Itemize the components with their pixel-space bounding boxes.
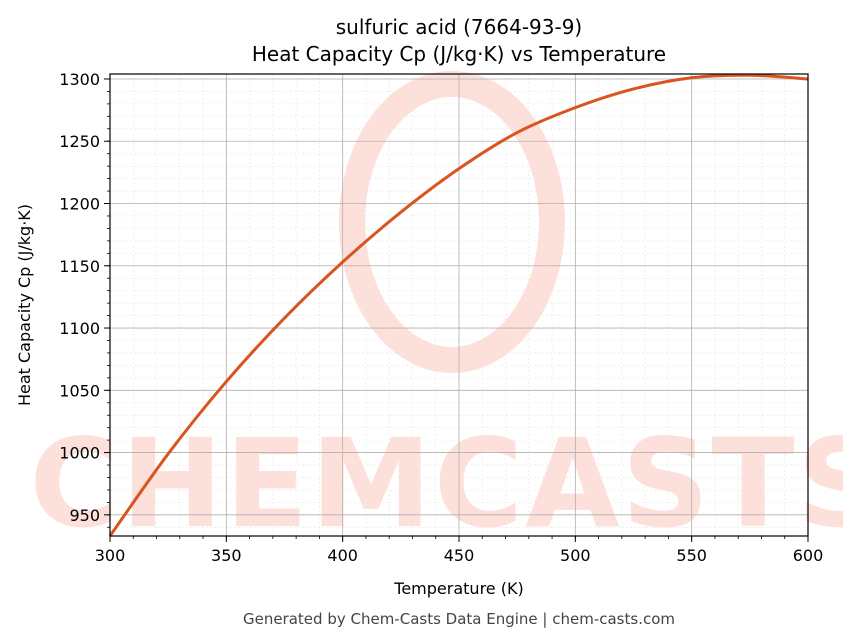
y-tick-label: 950 [69,506,100,525]
x-tick-label: 300 [95,546,126,565]
y-tick-label: 1150 [59,257,100,276]
footer-credit: Generated by Chem-Casts Data Engine | ch… [243,610,675,628]
chart-title-line1: sulfuric acid (7664-93-9) [336,15,582,39]
x-tick-label: 400 [327,546,358,565]
x-axis-label: Temperature (K) [393,579,523,598]
watermark: CHEMCASTS [29,71,843,555]
x-tick-label: 450 [444,546,475,565]
x-tick-label: 550 [676,546,707,565]
x-tick-label: 350 [211,546,242,565]
x-tick-label: 600 [793,546,824,565]
y-tick-label: 1100 [59,319,100,338]
series-line-cp [108,73,809,537]
series-layer [108,73,809,537]
watermark-text: CHEMCASTS [29,413,843,555]
y-tick-label: 1200 [59,195,100,214]
chart-title-line2: Heat Capacity Cp (J/kg·K) vs Temperature [252,42,666,66]
y-axis-ticks: 950 1000 1050 1100 1150 1200 1250 1300 [59,70,110,528]
y-tick-label: 1300 [59,70,100,89]
x-tick-label: 500 [560,546,591,565]
y-tick-label: 1000 [59,444,100,463]
y-axis-label: Heat Capacity Cp (J/kg·K) [15,204,34,406]
y-tick-label: 1250 [59,132,100,151]
watermark-logo-ring [339,71,565,373]
y-tick-label: 1050 [59,381,100,400]
x-axis-ticks: 300 350 400 450 500 550 600 [95,536,824,565]
